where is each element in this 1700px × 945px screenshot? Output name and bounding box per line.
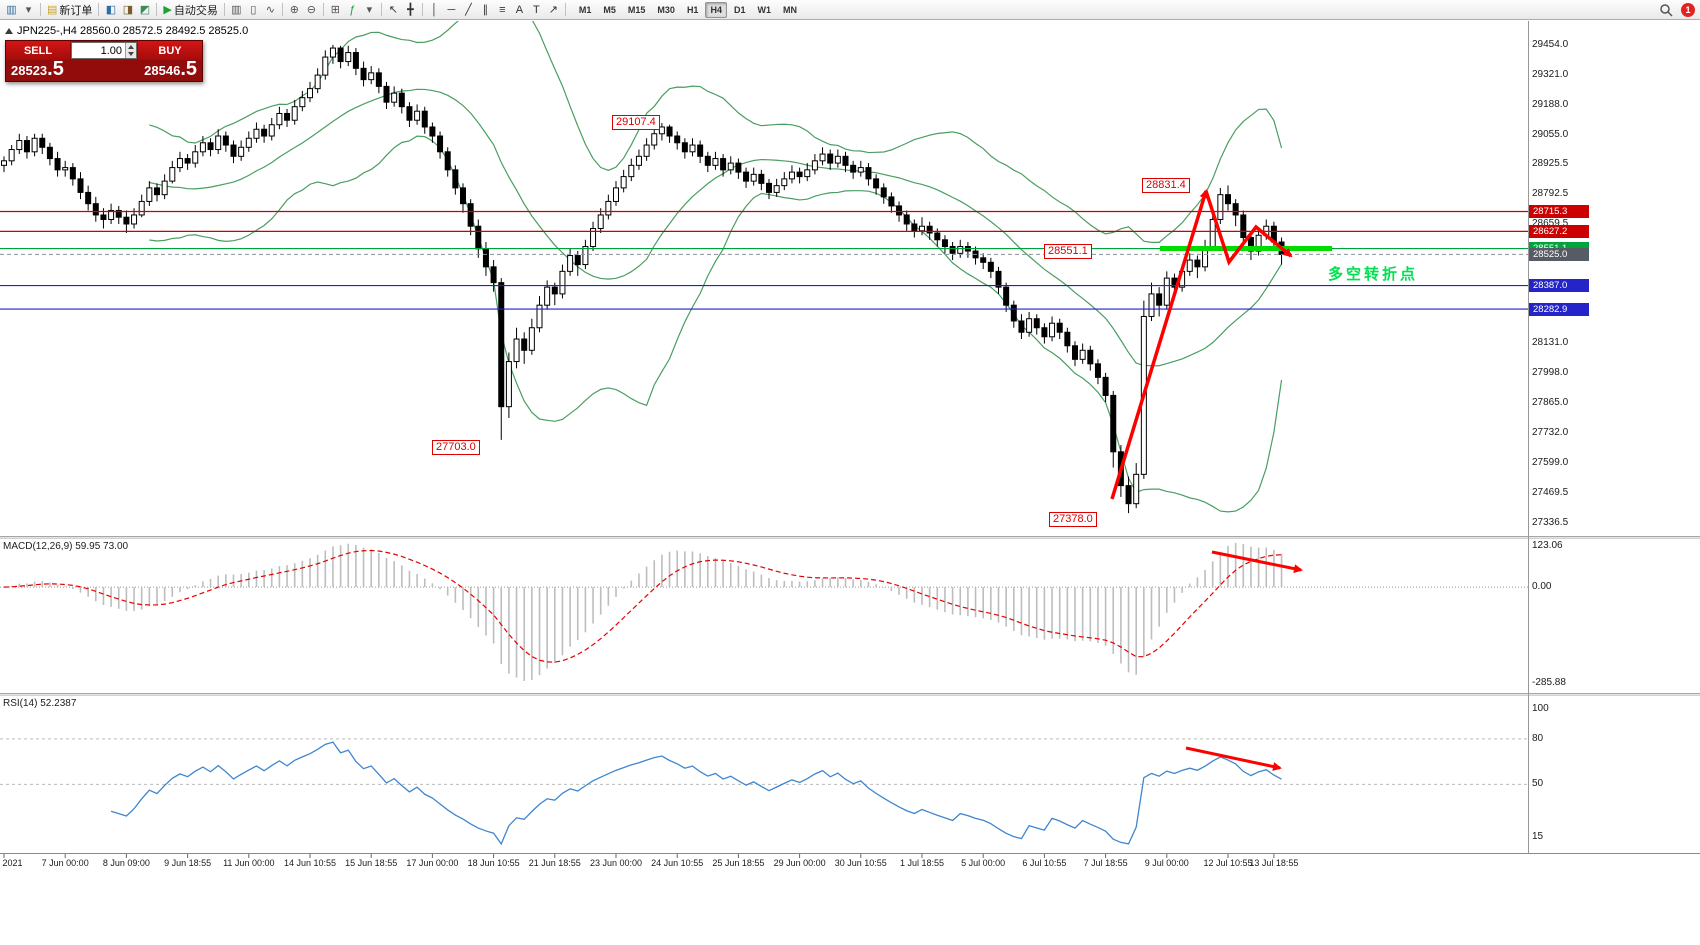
price-panel-layer [0,21,1528,514]
search-icon[interactable] [1656,1,1676,18]
crosshair-button[interactable]: ╋ [402,1,419,18]
timeframe-m5-button[interactable]: M5 [603,4,616,15]
timeframe-m15-button[interactable]: M15 [627,4,646,15]
toolbar-separator [156,3,158,16]
macd-arrow [1211,550,1303,574]
timeframe-d1-button[interactable]: D1 [733,4,746,15]
arrow-tool-button[interactable]: ↗ [545,1,562,18]
timeframe-group: M1 M5 M15 M30 H1 H4 D1 W1 MN [573,1,803,18]
data-window-button[interactable]: ◨ [119,1,136,18]
zoom-in-icon: ⊕ [289,3,299,16]
rsi-panel-separator[interactable] [0,693,1700,696]
arrow-tool-icon: ↗ [548,3,558,16]
price-axis-separator [1528,21,1529,853]
toolbar-right-group: 1 [1656,1,1697,18]
toolbar: ▥ ▾ ▤ 新订单 ◧ ◨ ◩ ▶ 自动交易 ▥ ▯ ∿ ⊕ ⊖ ⊞ ƒ ▾ ↖ ╋ │ ─ ╱ ∥ ≡ A T ↗ M1 M5 M15… [0,0,1700,20]
toolbar-separator [40,3,41,16]
rsi-panel-layer [0,738,1528,846]
indicators-caret-icon: ▾ [366,3,373,16]
cursor-button[interactable]: ↖ [385,1,402,18]
label-tool-icon: T [533,3,540,16]
autotrade-button-label: 自动交易 [173,4,218,17]
time-axis-separator [0,853,1700,854]
rsi-arrow [1185,746,1282,771]
toolbar-separator [322,3,324,16]
toolbar-separator [421,3,423,16]
new-order-button[interactable]: ▤ 新订单 [44,1,95,18]
new-chart-button[interactable]: ▥ [3,1,20,18]
tile-windows-button[interactable]: ⊞ [327,1,344,18]
autotrade-button[interactable]: ▶ 自动交易 [160,1,220,18]
new-order-icon: ▤ [47,3,58,16]
cursor-icon: ↖ [388,3,398,16]
toolbar-separator [281,3,283,16]
fibonacci-tool-icon: ≡ [499,3,506,16]
label-tool-button[interactable]: T [528,1,545,18]
navigator-icon: ◩ [139,3,151,16]
toolbar-separator [564,3,566,16]
trendline-tool-icon: ╱ [465,3,472,16]
trend-arrows-layer [1110,189,1303,771]
channel-tool-button[interactable]: ∥ [477,1,494,18]
fibonacci-tool-button[interactable]: ≡ [494,1,511,18]
chart-dropdown-caret-icon: ▾ [25,3,32,16]
timeframe-h1-button[interactable]: H1 [686,4,699,15]
timeframe-mn-button[interactable]: MN [782,4,797,15]
timeframe-w1-button[interactable]: W1 [757,4,771,15]
candlestick-chart-icon: ▯ [250,3,257,16]
navigator-button[interactable]: ◩ [136,1,153,18]
market-watch-button[interactable]: ◧ [102,1,119,18]
tile-windows-icon: ⊞ [330,3,340,16]
channel-tool-icon: ∥ [482,3,489,16]
toolbar-icon-group: ▥ ▾ ▤ 新订单 ◧ ◨ ◩ ▶ 自动交易 ▥ ▯ ∿ ⊕ ⊖ ⊞ ƒ ▾ ↖ ╋ │ ─ ╱ ∥ ≡ A T ↗ [3,1,569,18]
text-tool-button[interactable]: A [511,1,528,18]
trendline-tool-button[interactable]: ╱ [460,1,477,18]
timeframe-m30-button[interactable]: M30 [657,4,675,15]
main-up-arrow [1110,189,1209,500]
line-chart-button[interactable]: ∿ [262,1,279,18]
main-zigzag-arrow [1204,190,1293,266]
chart-dropdown-caret[interactable]: ▾ [20,1,37,18]
bar-chart-icon: ▥ [231,3,242,16]
new-order-button-label: 新订单 [59,4,93,17]
candlestick-chart-button[interactable]: ▯ [245,1,262,18]
horizontal-line-tool-button[interactable]: ─ [443,1,460,18]
toolbar-separator [223,3,225,16]
crosshair-icon: ╋ [407,3,414,16]
data-window-icon: ◨ [122,3,134,16]
bar-chart-button[interactable]: ▥ [228,1,245,18]
zoom-in-button[interactable]: ⊕ [286,1,303,18]
zoom-out-button[interactable]: ⊖ [303,1,320,18]
notification-badge[interactable]: 1 [1681,2,1695,17]
indicators-button[interactable]: ƒ [344,1,361,18]
toolbar-separator [380,3,382,16]
new-chart-icon: ▥ [6,3,17,16]
line-chart-icon: ∿ [265,3,275,16]
vertical-line-tool-button[interactable]: │ [426,1,443,18]
toolbar-separator [98,3,100,16]
indicators-icon: ƒ [349,3,356,16]
macd-panel-layer [0,542,1528,681]
autotrade-icon: ▶ [163,3,172,16]
market-watch-icon: ◧ [105,3,117,16]
macd-panel-separator[interactable] [0,536,1700,539]
indicators-caret[interactable]: ▾ [361,1,378,18]
horizontal-line-tool-icon: ─ [447,3,456,16]
timeframe-m1-button[interactable]: M1 [578,4,592,15]
timeframe-h4-button[interactable]: H4 [705,1,727,18]
zoom-out-icon: ⊖ [306,3,316,16]
text-tool-icon: A [515,3,524,16]
vertical-line-tool-icon: │ [430,3,438,16]
